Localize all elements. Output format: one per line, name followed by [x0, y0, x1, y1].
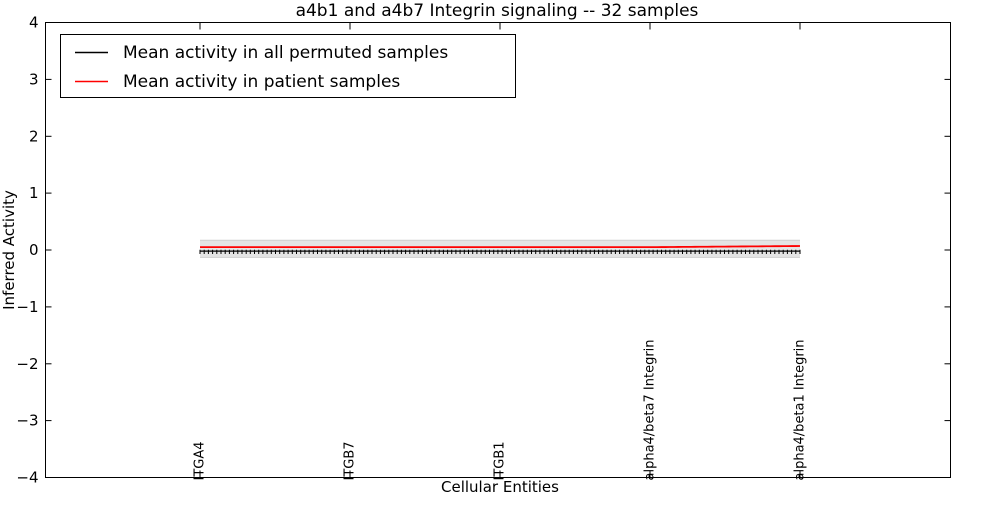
permutation-band	[200, 240, 800, 258]
y-tick-label: 2	[29, 127, 39, 145]
y-tick-label: −2	[16, 355, 38, 373]
x-tick-label: ITGB1	[493, 441, 508, 480]
y-tick-label: 3	[29, 70, 39, 88]
y-tick-label: 1	[29, 184, 39, 202]
y-tick-label: 0	[29, 241, 39, 259]
y-axis-label: Inferred Activity	[0, 190, 18, 310]
legend: Mean activity in all permuted samples Me…	[60, 34, 516, 98]
chart-title: a4b1 and a4b7 Integrin signaling -- 32 s…	[296, 1, 699, 21]
x-tick-label: alpha4/beta1 Integrin	[793, 339, 808, 480]
series-line-1	[200, 245, 801, 249]
series-layer	[199, 245, 801, 254]
tick-labels-layer: −4 −3 −2 −1 0 1 2 3 4 ITGA4 ITGB7 ITGB1 alpha4/beta7…	[16, 14, 807, 487]
y-tick-label: 4	[29, 14, 39, 32]
x-tick-label: alpha4/beta7 Integrin	[643, 339, 658, 480]
ticks-layer	[45, 22, 951, 478]
x-tick-label: ITGB7	[343, 441, 358, 480]
legend-label-patient: Mean activity in patient samples	[123, 72, 400, 92]
y-tick-label: −1	[16, 298, 38, 316]
series-markers-0	[199, 249, 801, 254]
legend-box	[60, 34, 516, 98]
x-tick-label: ITGA4	[193, 441, 208, 480]
x-axis-label: Cellular Entities	[441, 478, 559, 496]
legend-label-permuted: Mean activity in all permuted samples	[123, 43, 448, 63]
band-layer	[200, 239, 800, 258]
y-tick-label: −4	[16, 469, 38, 487]
y-tick-label: −3	[16, 412, 38, 430]
